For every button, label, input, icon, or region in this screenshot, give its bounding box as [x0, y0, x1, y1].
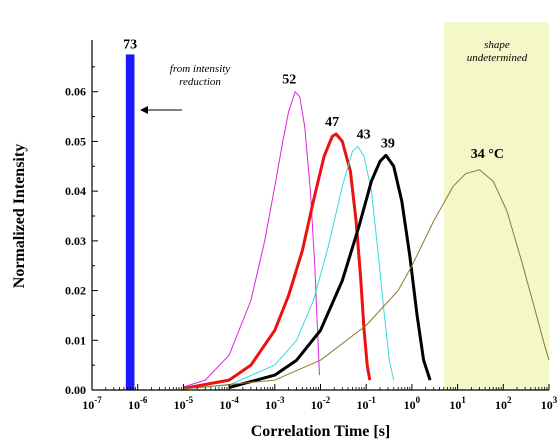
chart-marks — [125, 54, 550, 391]
bar-label-73: 73 — [123, 37, 137, 52]
y-tick-label: 0.04 — [65, 184, 86, 198]
curve-43 — [183, 145, 395, 390]
x-tick-label: 10-3 — [265, 395, 285, 412]
x-axis-title: Correlation Time [s] — [251, 423, 391, 440]
x-tick-label: 103 — [541, 395, 558, 412]
chart-axes: 0.00 0.01 0.02 0.03 0.04 0.05 0.06 10-7 10-6 10-5… — [65, 40, 558, 412]
curve-34 — [183, 169, 550, 390]
shape-annotation-line: undetermined — [467, 52, 528, 64]
curve-52 — [183, 91, 320, 388]
x-tick-label: 10-1 — [356, 395, 376, 412]
x-tick-label: 102 — [495, 395, 512, 412]
shape-undetermined-region — [443, 22, 549, 390]
x-tick-label: 10-6 — [128, 395, 148, 412]
y-tick-label: 0.01 — [65, 333, 86, 347]
y-tick-label: 0.02 — [65, 284, 86, 298]
x-tick-label: 10-7 — [82, 395, 102, 412]
curve-label-43: 43 — [357, 127, 371, 142]
y-tick-label: 0.03 — [65, 234, 86, 248]
x-tick-label: 10-2 — [311, 395, 331, 412]
x-tick-label: 101 — [449, 395, 466, 412]
curve-label-47: 47 — [325, 115, 339, 130]
x-tick-label: 100 — [404, 395, 421, 412]
curve-47 — [183, 132, 372, 390]
x-tick-label: 10-5 — [174, 395, 194, 412]
x-tick-label: 10-4 — [219, 395, 239, 412]
y-tick-label: 0.06 — [65, 85, 86, 99]
bar-73 — [125, 54, 135, 391]
curve-39 — [228, 153, 432, 389]
intensity-annotation-line: reduction — [179, 76, 221, 88]
curve-label-52: 52 — [282, 73, 296, 88]
y-tick-label: 0.05 — [65, 134, 86, 148]
arrowhead — [140, 106, 148, 114]
shape-annotation-line: shape — [484, 39, 510, 51]
chart-labels: 73 52 47 43 39 34 °C Correlation Time [s] Norma… — [11, 37, 528, 440]
intensity-annotation-line: from intensity — [170, 63, 231, 75]
y-axis-title: Normalized Intensity — [11, 144, 28, 288]
curve-label-34: 34 °C — [471, 147, 504, 162]
curve-label-39: 39 — [381, 136, 395, 151]
y-tick-label: 0.00 — [65, 383, 86, 397]
